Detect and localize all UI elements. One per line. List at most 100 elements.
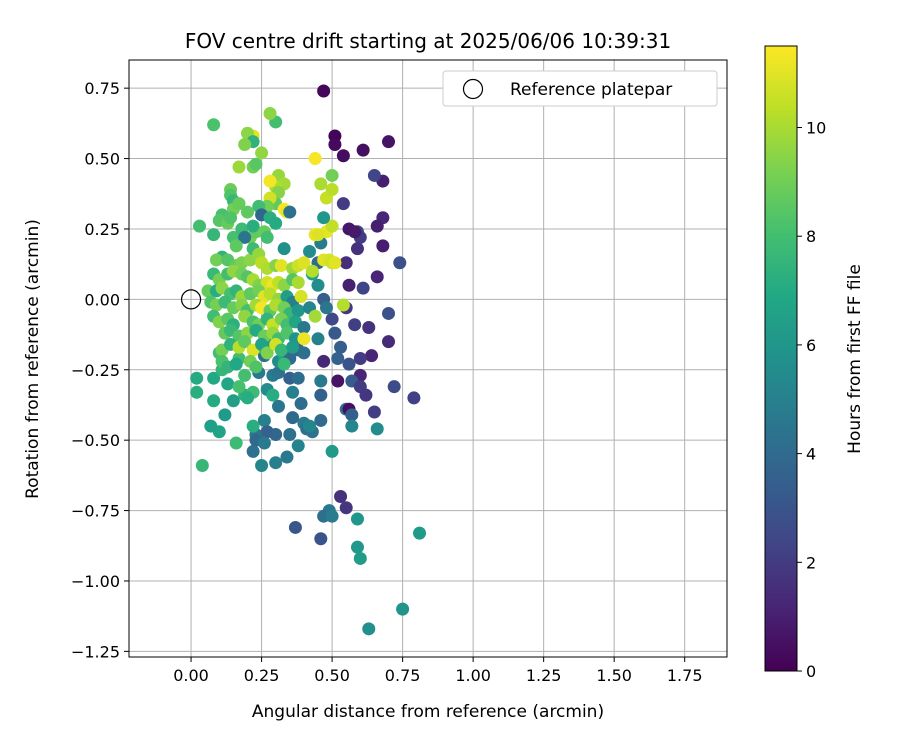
data-point — [370, 219, 384, 233]
data-point — [291, 439, 305, 453]
data-point — [249, 360, 263, 374]
data-point — [325, 509, 339, 523]
data-point — [317, 84, 331, 98]
y-axis-label: Rotation from reference (arcmin) — [23, 219, 43, 499]
colorbar-ticks: 0 2 4 6 8 10 — [797, 119, 826, 681]
y-tick-label: −0.25 — [71, 361, 120, 380]
data-point — [207, 394, 221, 408]
data-point — [283, 205, 297, 219]
data-point — [311, 228, 325, 242]
data-point — [376, 239, 390, 253]
data-point — [331, 374, 345, 388]
legend-reference-marker — [462, 78, 484, 100]
x-tick-label: 0.00 — [173, 666, 209, 685]
data-point — [190, 385, 204, 399]
data-point — [221, 377, 235, 391]
data-point — [204, 419, 218, 433]
data-point — [353, 551, 367, 565]
y-tick-label: 0.25 — [84, 220, 120, 239]
data-point — [266, 388, 280, 402]
data-point — [382, 135, 396, 149]
data-point — [317, 354, 331, 368]
data-point — [328, 256, 342, 270]
x-tick-label: 1.25 — [526, 666, 562, 685]
colorbar-tick-label: 4 — [806, 445, 816, 464]
data-point — [297, 332, 311, 346]
data-point — [229, 436, 243, 450]
data-point — [342, 357, 356, 371]
data-point — [336, 197, 350, 211]
data-point — [286, 411, 300, 425]
data-point — [224, 211, 238, 225]
data-point — [336, 298, 350, 312]
data-point — [334, 489, 348, 503]
y-tick-label: −0.50 — [71, 431, 120, 450]
colorbar-tick-label: 0 — [806, 662, 816, 681]
reference-marker — [180, 289, 202, 310]
data-point — [280, 450, 294, 464]
data-point — [297, 256, 311, 270]
data-point — [311, 278, 325, 292]
data-point — [359, 388, 373, 402]
data-point — [314, 413, 328, 427]
data-point — [356, 143, 370, 157]
data-point — [362, 321, 376, 335]
y-tick-label: 0.75 — [84, 79, 120, 98]
data-point — [396, 602, 410, 616]
y-tick-label: −1.00 — [71, 572, 120, 591]
chart-title: FOV centre drift starting at 2025/06/06 … — [185, 29, 671, 53]
y-tick-label: −1.25 — [71, 642, 120, 661]
data-point — [260, 425, 274, 439]
data-point — [325, 168, 339, 182]
data-point — [325, 183, 339, 197]
data-point — [291, 371, 305, 385]
scatter-points — [190, 84, 427, 636]
legend: Reference platepar — [442, 70, 718, 107]
data-point — [291, 275, 305, 289]
data-point — [328, 137, 342, 151]
data-point — [226, 394, 240, 408]
data-point — [370, 270, 384, 284]
data-point — [314, 374, 328, 388]
data-point — [328, 326, 342, 340]
colorbar-gradient — [764, 45, 798, 672]
data-point — [303, 244, 317, 258]
x-axis-label: Angular distance from reference (arcmin) — [252, 702, 604, 722]
data-point — [232, 380, 246, 394]
data-point — [297, 346, 311, 360]
legend-label-reference-platepar: Reference platepar — [510, 80, 672, 100]
data-point — [269, 216, 283, 230]
data-point — [218, 408, 232, 422]
data-point — [246, 444, 260, 458]
data-point — [269, 456, 283, 470]
data-point — [291, 304, 305, 318]
data-point — [195, 459, 209, 473]
data-point — [297, 321, 311, 335]
data-point — [407, 391, 421, 405]
data-point — [190, 371, 204, 385]
data-point — [207, 228, 221, 242]
y-axis-ticks: 0.75 0.50 0.25 0.00 −0.25 −0.50 −0.75 −1.00 −1.2… — [71, 79, 129, 661]
data-point — [334, 340, 348, 354]
data-point — [238, 137, 252, 151]
data-point — [348, 225, 362, 239]
data-point — [325, 219, 339, 233]
x-axis-ticks: 0.00 0.25 0.50 0.75 1.00 1.25 1.50 1.75 — [173, 657, 703, 685]
data-point — [238, 335, 252, 349]
data-point — [277, 357, 291, 371]
data-point — [356, 281, 370, 295]
data-point — [286, 340, 300, 354]
data-point — [272, 399, 285, 413]
data-point — [277, 242, 291, 256]
data-point — [193, 219, 207, 233]
data-point — [286, 385, 300, 399]
x-tick-label: 1.75 — [667, 666, 703, 685]
data-point — [336, 149, 350, 163]
data-point — [260, 230, 274, 244]
x-tick-label: 0.75 — [385, 666, 421, 685]
data-point — [331, 352, 345, 365]
data-point — [362, 622, 376, 636]
data-point — [325, 444, 339, 458]
x-tick-label: 1.00 — [455, 666, 491, 685]
